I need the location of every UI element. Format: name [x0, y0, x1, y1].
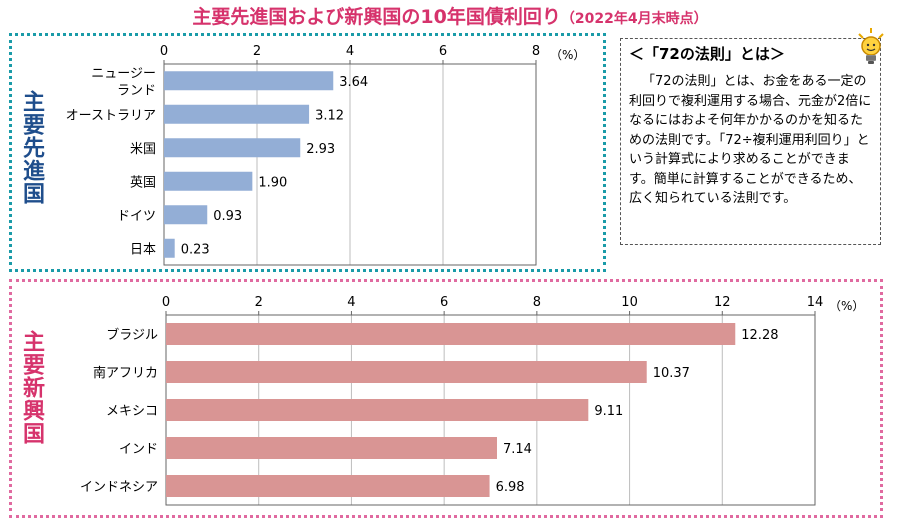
category-label: インドネシア — [80, 480, 158, 495]
unit-label: （%） — [550, 48, 585, 62]
tick-label: 0 — [160, 44, 168, 59]
tick-label: 0 — [162, 295, 170, 310]
emerging-bond-yield-chart: 0 2 4 6 8 10 12 14 （%） 12.28 ブラジル 10.37 南アフリカ 9.11 メキシ… — [80, 295, 864, 506]
tick-label: 10 — [621, 295, 638, 310]
category-label: メキシコ — [106, 404, 158, 419]
category-label: 南アフリカ — [93, 365, 158, 381]
data-label: 6.98 — [496, 480, 525, 495]
tick-label: 14 — [807, 295, 824, 310]
data-label: 3.12 — [315, 108, 344, 123]
title-date: （2022年4月末時点） — [560, 11, 708, 27]
rule-of-72-callout: ＜「72の法則」とは＞ 「72の法則」とは、お金をある一定の利回りで複利運用する… — [620, 38, 881, 245]
bar — [166, 323, 736, 345]
bar — [164, 71, 334, 91]
developed-panel — [9, 33, 606, 272]
emerging-panel-label: 主要新興国 — [19, 330, 44, 445]
bar — [166, 437, 497, 459]
category-label: オーストラリア — [66, 108, 156, 123]
callout-body: 「72の法則」とは、お金をある一定の利回りで複利運用する場合、元金が2倍になるに… — [629, 74, 872, 206]
tick-label: 4 — [346, 44, 354, 59]
data-label: 1.90 — [258, 175, 287, 190]
data-label: 0.23 — [181, 242, 210, 257]
page-title: 主要先進国および新興国の10年国債利回り（2022年4月末時点） — [0, 2, 900, 29]
callout-title: ＜「72の法則」とは＞ — [629, 45, 785, 63]
data-label: 3.64 — [339, 75, 368, 90]
category-label: インド — [119, 442, 158, 457]
developed-panel-label: 主要先進国 — [19, 90, 44, 205]
lightbulb-icon — [858, 28, 884, 64]
emerging-panel — [9, 279, 883, 518]
bar — [164, 138, 301, 158]
data-label: 7.14 — [503, 442, 532, 457]
category-label: ブラジル — [106, 327, 158, 343]
category-label: ランド — [117, 83, 156, 98]
tick-label: 6 — [439, 44, 447, 59]
tick-label: 2 — [255, 295, 263, 310]
category-label: 米国 — [130, 142, 156, 157]
bar — [166, 475, 490, 497]
data-label: 2.93 — [306, 142, 335, 157]
category-label: ニュージー — [91, 66, 156, 81]
data-label: 10.37 — [653, 366, 690, 381]
tick-label: 8 — [533, 295, 541, 310]
bar — [164, 205, 208, 225]
tick-label: 2 — [253, 44, 261, 59]
plot-frame — [163, 63, 537, 266]
bar — [164, 238, 175, 258]
bar — [166, 361, 647, 383]
tick-label: 4 — [347, 295, 355, 310]
category-label: ドイツ — [117, 209, 156, 224]
unit-label: （%） — [829, 299, 864, 313]
bar — [164, 171, 253, 191]
category-label: 英国 — [130, 175, 156, 190]
data-label: 0.93 — [213, 209, 242, 224]
tick-label: 8 — [532, 44, 540, 59]
bar — [164, 104, 310, 124]
data-label: 12.28 — [741, 328, 778, 343]
tick-label: 6 — [440, 295, 448, 310]
category-label: 日本 — [130, 242, 156, 257]
data-label: 9.11 — [594, 404, 623, 419]
bar — [166, 399, 589, 421]
tick-label: 12 — [714, 295, 731, 310]
title-main: 主要先進国および新興国の10年国債利回り — [192, 6, 561, 28]
